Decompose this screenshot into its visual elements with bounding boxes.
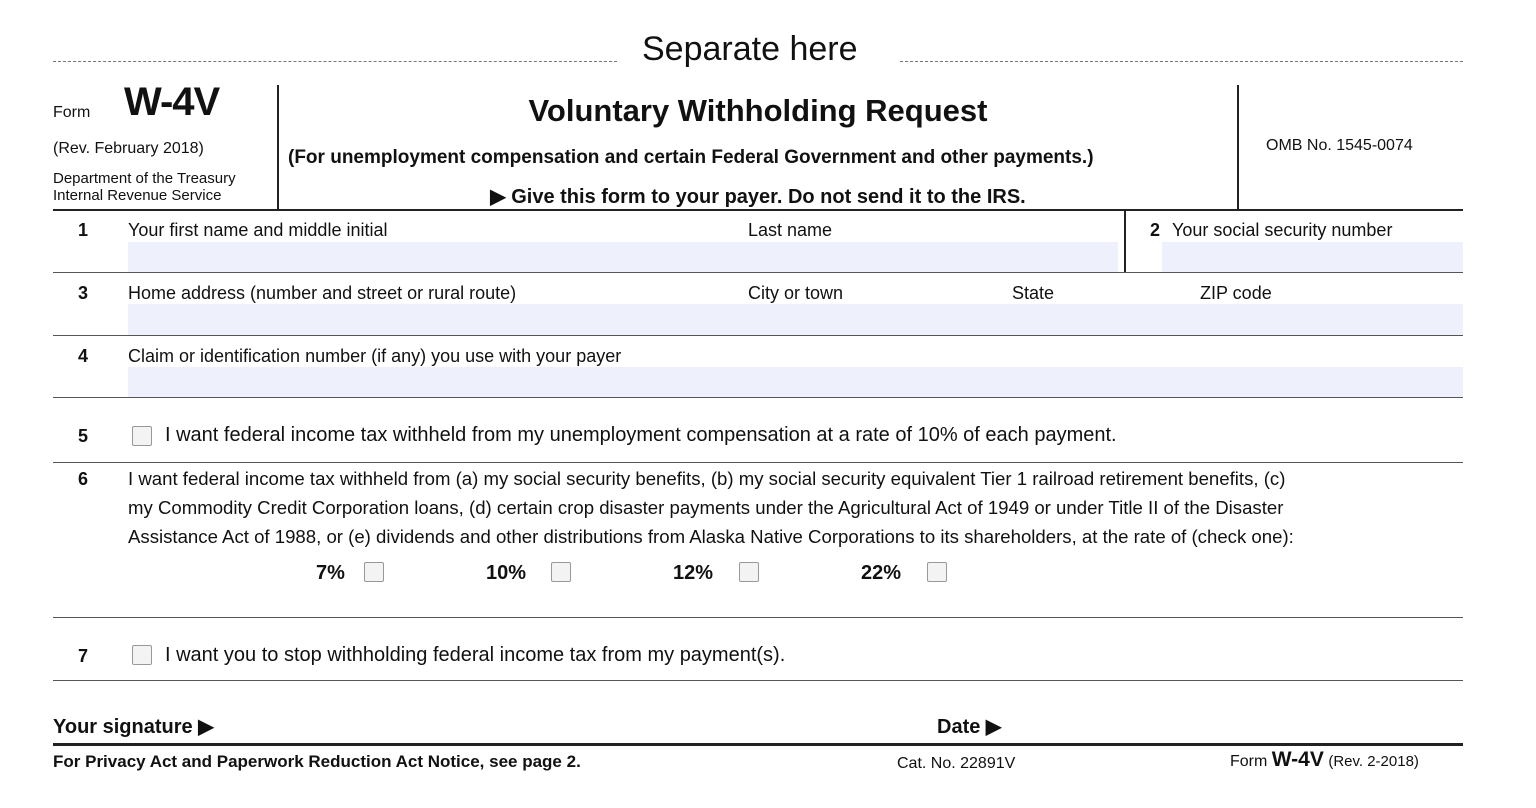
catalog-number: Cat. No. 22891V bbox=[897, 755, 1016, 772]
instruction-text: Give this form to your payer. Do not sen… bbox=[511, 186, 1026, 208]
city-label: City or town bbox=[748, 283, 844, 303]
row-rule bbox=[53, 462, 1463, 463]
line-1-number: 1 bbox=[78, 220, 89, 240]
row-rule bbox=[53, 680, 1463, 681]
arrow-right-icon: ▶ bbox=[985, 716, 1002, 738]
zip-label: ZIP code bbox=[1200, 283, 1272, 303]
form-title: Voluntary Withholding Request bbox=[528, 93, 988, 128]
footer-form-word: Form bbox=[1230, 753, 1268, 770]
rate-7-checkbox[interactable] bbox=[364, 562, 384, 582]
line-4-number: 4 bbox=[78, 346, 89, 366]
row-rule bbox=[53, 272, 1463, 273]
separate-here-label: Separate here bbox=[642, 30, 858, 68]
rate-7-label: 7% bbox=[316, 562, 345, 584]
row-rule bbox=[53, 397, 1463, 398]
revision: (Rev. February 2018) bbox=[53, 140, 204, 157]
signature-label: Your signature ▶ bbox=[53, 714, 214, 739]
form-instruction: ▶ Give this form to your payer. Do not s… bbox=[280, 184, 1236, 209]
ssn-field[interactable] bbox=[1162, 242, 1463, 272]
footer-form-id: Form W-4V (Rev. 2-2018) bbox=[1230, 748, 1419, 772]
line-7-number: 7 bbox=[78, 646, 89, 666]
separator-line-right bbox=[900, 61, 1463, 62]
line-3-number: 3 bbox=[78, 283, 89, 303]
form-subtitle: (For unemployment compensation and certa… bbox=[288, 147, 1094, 168]
line-5-number: 5 bbox=[78, 426, 89, 446]
arrow-right-icon: ▶ bbox=[198, 716, 214, 738]
omb-number: OMB No. 1545-0074 bbox=[1266, 137, 1413, 154]
arrow-right-icon: ▶ bbox=[490, 186, 506, 208]
department: Department of the Treasury bbox=[53, 170, 236, 187]
row-rule bbox=[53, 335, 1463, 336]
signature-rule bbox=[53, 743, 1463, 746]
header-divider-right bbox=[1237, 85, 1239, 210]
line-2-number: 2 bbox=[1150, 220, 1161, 240]
rate-22-checkbox[interactable] bbox=[927, 562, 947, 582]
last-name-field[interactable] bbox=[743, 242, 1118, 272]
rate-22-label: 22% bbox=[861, 562, 902, 584]
line-7-checkbox[interactable] bbox=[132, 645, 152, 665]
ssn-divider bbox=[1124, 210, 1126, 272]
separator-line-left bbox=[53, 61, 617, 62]
rate-10-label: 10% bbox=[486, 562, 527, 584]
first-name-field[interactable] bbox=[128, 242, 743, 272]
header-bottom-rule bbox=[53, 209, 1463, 211]
row-rule bbox=[53, 617, 1463, 618]
footer-form-number: W-4V bbox=[1271, 748, 1324, 771]
line-6-text: Assistance Act of 1988, or (e) dividends… bbox=[128, 526, 1294, 547]
address-label: Home address (number and street or rural… bbox=[128, 283, 517, 303]
signature-label-text: Your signature bbox=[53, 716, 193, 738]
form-number: W-4V bbox=[124, 80, 220, 124]
address-field[interactable] bbox=[128, 304, 1463, 335]
line-5-checkbox[interactable] bbox=[132, 426, 152, 446]
footer-revision: (Rev. 2-2018) bbox=[1328, 753, 1419, 770]
state-label: State bbox=[1012, 283, 1055, 303]
claim-number-field[interactable] bbox=[128, 367, 1463, 397]
ssn-label: Your social security number bbox=[1172, 220, 1393, 240]
agency: Internal Revenue Service bbox=[53, 187, 222, 204]
line-6-text: my Commodity Credit Corporation loans, (… bbox=[128, 497, 1284, 518]
last-name-label: Last name bbox=[748, 220, 833, 240]
first-name-label: Your first name and middle initial bbox=[128, 220, 388, 240]
rate-12-label: 12% bbox=[673, 562, 714, 584]
rate-12-checkbox[interactable] bbox=[739, 562, 759, 582]
line-6-text: I want federal income tax withheld from … bbox=[128, 468, 1286, 489]
date-label-text: Date bbox=[937, 716, 981, 738]
claim-number-label: Claim or identification number (if any) … bbox=[128, 346, 622, 366]
header-divider-left bbox=[277, 85, 279, 210]
line-7-label: I want you to stop withholding federal i… bbox=[165, 644, 786, 666]
privacy-notice: For Privacy Act and Paperwork Reduction … bbox=[53, 752, 581, 771]
date-label: Date ▶ bbox=[937, 714, 1001, 739]
rate-10-checkbox[interactable] bbox=[551, 562, 571, 582]
form-word: Form bbox=[53, 104, 91, 121]
line-5-label: I want federal income tax withheld from … bbox=[165, 424, 1117, 446]
line-6-number: 6 bbox=[78, 469, 89, 489]
